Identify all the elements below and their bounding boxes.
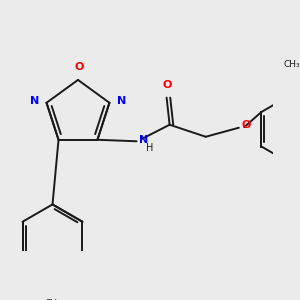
Text: CH₃: CH₃ [283,60,300,69]
Text: N: N [139,135,148,146]
Text: N: N [117,96,126,106]
Text: H: H [146,143,154,153]
Text: O: O [241,120,250,130]
Text: CH₃: CH₃ [44,299,61,300]
Text: N: N [30,96,39,106]
Text: O: O [75,62,84,72]
Text: O: O [163,80,172,90]
